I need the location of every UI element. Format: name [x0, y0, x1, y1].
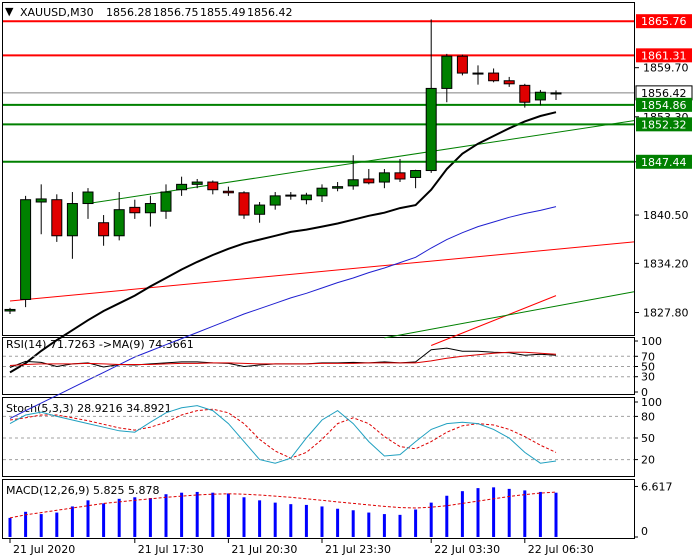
- candle-body: [363, 178, 375, 184]
- candle-body: [550, 92, 562, 95]
- rsi-tick-label: 30: [641, 371, 655, 384]
- price-tick-label: 1834.20: [643, 257, 689, 270]
- ma-blue-line: [9, 206, 557, 419]
- support-1847-tag: [636, 154, 692, 169]
- candle-body: [300, 194, 312, 201]
- price-tick-label: 1859.70: [643, 62, 689, 75]
- stoch-tick-label: 80: [641, 410, 655, 423]
- candle-body: [394, 172, 406, 180]
- header-symbol: XAUUSD,M30: [20, 6, 94, 19]
- candle-body: [66, 203, 78, 237]
- candle-body: [207, 181, 219, 191]
- candle-body: [254, 204, 266, 215]
- time-tick-label: 21 Jul 2020: [13, 543, 75, 556]
- macd-tick-label: 6.617: [641, 480, 673, 493]
- support-1847-label: 1847.44: [641, 156, 687, 169]
- candle-body: [20, 199, 32, 300]
- time-tick-label: 21 Jul 17:30: [138, 543, 204, 556]
- resistance-1861-tag: [636, 48, 692, 63]
- candle-body: [316, 187, 328, 197]
- candle-body: [456, 55, 468, 74]
- time-tick-label: 21 Jul 20:30: [231, 543, 297, 556]
- header-arrow-icon: ▼: [5, 5, 14, 18]
- header-close: 1856.42: [247, 6, 293, 19]
- rsi-tick-label: 0: [641, 386, 648, 399]
- candle-body: [222, 190, 234, 194]
- candle-body: [238, 192, 250, 216]
- stoch-signal-line: [9, 408, 557, 459]
- time-tick-label: 22 Jul 06:30: [528, 543, 594, 556]
- candle-body: [425, 87, 437, 172]
- resistance-1861-label: 1861.31: [641, 49, 687, 62]
- support-1854-label: 1854.86: [641, 99, 687, 112]
- red-channel-upper: [9, 241, 635, 302]
- stoch-main-line: [9, 405, 557, 464]
- header-open: 1856.28: [106, 6, 152, 19]
- red-channel-lower: [431, 295, 557, 346]
- macd-signal-line: [9, 491, 557, 519]
- rsi-tick-label: 100: [641, 335, 662, 348]
- candle-body: [191, 181, 203, 185]
- candle-body: [4, 308, 16, 312]
- ma-black-line: [9, 111, 557, 374]
- resistance-1865-label: 1865.76: [641, 15, 687, 28]
- candle-body: [519, 84, 531, 103]
- candle-body: [347, 179, 359, 187]
- rsi-tick-label: 50: [641, 361, 655, 374]
- current-price-label: 1856.42: [641, 87, 687, 100]
- support-1852-label: 1852.32: [641, 118, 687, 131]
- price-tick-label: 1827.80: [643, 307, 689, 320]
- candle-body: [285, 194, 297, 197]
- macd-tick-label: 0: [641, 525, 648, 538]
- header-high: 1856.75: [153, 6, 199, 19]
- candle-body: [98, 222, 110, 237]
- candle-body: [113, 209, 125, 237]
- candle-body: [441, 55, 453, 89]
- rsi-tick-label: 70: [641, 350, 655, 363]
- macd-label: MACD(12,26,9) 5.825 5.878: [6, 484, 160, 497]
- rsi-label: RSI(14) 71.7263 ->MA(9) 74.3661: [6, 338, 194, 351]
- candle-body: [35, 198, 47, 203]
- candle-body: [378, 172, 390, 183]
- price-tick-label: 1840.50: [643, 209, 689, 222]
- candle-body: [269, 195, 281, 206]
- support-1852-tag: [636, 117, 692, 132]
- time-tick-label: 22 Jul 03:30: [434, 543, 500, 556]
- candle-body: [144, 203, 156, 214]
- candle-body: [129, 206, 141, 214]
- rsi-ma-line: [9, 351, 557, 366]
- macd-panel[interactable]: [2, 479, 635, 539]
- stoch-panel[interactable]: [2, 397, 635, 477]
- candle-body: [176, 183, 188, 191]
- stoch-tick-label: 100: [641, 396, 662, 409]
- candle-body: [410, 170, 422, 178]
- candle-body: [534, 91, 546, 101]
- stoch-tick-label: 20: [641, 454, 655, 467]
- header-low: 1855.49: [200, 6, 246, 19]
- time-tick-label: 21 Jul 23:30: [325, 543, 391, 556]
- green-channel-lower: [384, 291, 635, 339]
- candle-body: [472, 72, 484, 75]
- stoch-label: Stoch(5,3,3) 28.9216 34.8921: [6, 402, 172, 415]
- candle-body: [51, 199, 63, 237]
- candle-body: [160, 191, 172, 212]
- candle-body: [332, 186, 344, 189]
- candle-body: [82, 191, 94, 205]
- stoch-tick-label: 50: [641, 432, 655, 445]
- support-1854-tag: [636, 97, 692, 112]
- resistance-1865-tag: [636, 14, 692, 29]
- candle-body: [488, 72, 500, 82]
- candle-body: [503, 80, 515, 85]
